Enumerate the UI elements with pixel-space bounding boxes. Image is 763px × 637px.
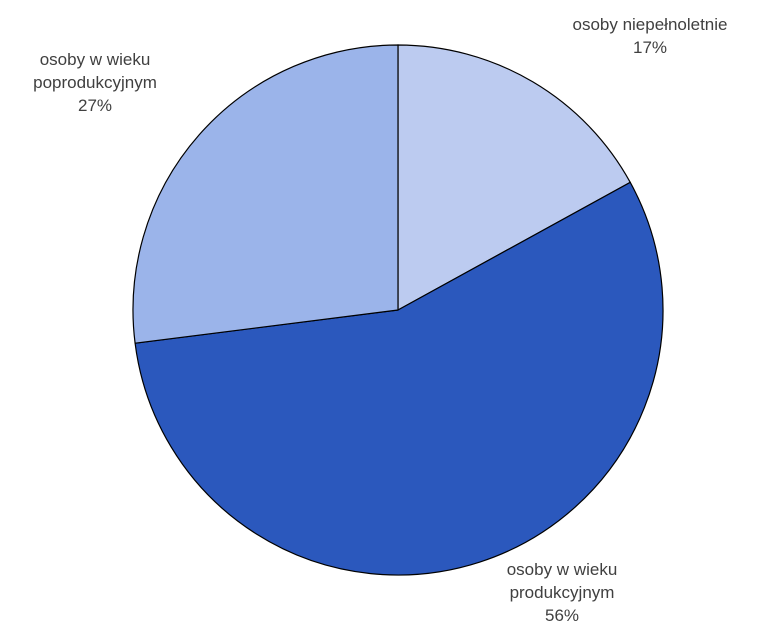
pie-slices bbox=[132, 44, 664, 576]
slice-label-1: osoby w wieku produkcyjnym 56% bbox=[507, 560, 618, 625]
slice-category-label: poprodukcyjnym bbox=[33, 73, 157, 92]
slice-value-label: 27% bbox=[78, 96, 112, 115]
slice-value-label: 17% bbox=[633, 38, 667, 57]
pie-slice-1 bbox=[134, 181, 664, 576]
slice-label-0: osoby niepełnoletnie 17% bbox=[572, 15, 727, 57]
pie-slice-0 bbox=[397, 44, 632, 312]
pie-slice-2 bbox=[132, 44, 399, 344]
slice-category-label: produkcyjnym bbox=[510, 583, 615, 602]
slice-category-label: osoby niepełnoletnie bbox=[572, 15, 727, 34]
slice-label-2: osoby w wieku poprodukcyjnym 27% bbox=[33, 50, 157, 115]
slice-value-label: 56% bbox=[545, 606, 579, 625]
slice-category-label: osoby w wieku bbox=[507, 560, 618, 579]
slice-category-label: osoby w wieku bbox=[40, 50, 151, 69]
pie-labels: osoby niepełnoletnie 17% osoby w wieku prod… bbox=[33, 15, 727, 625]
